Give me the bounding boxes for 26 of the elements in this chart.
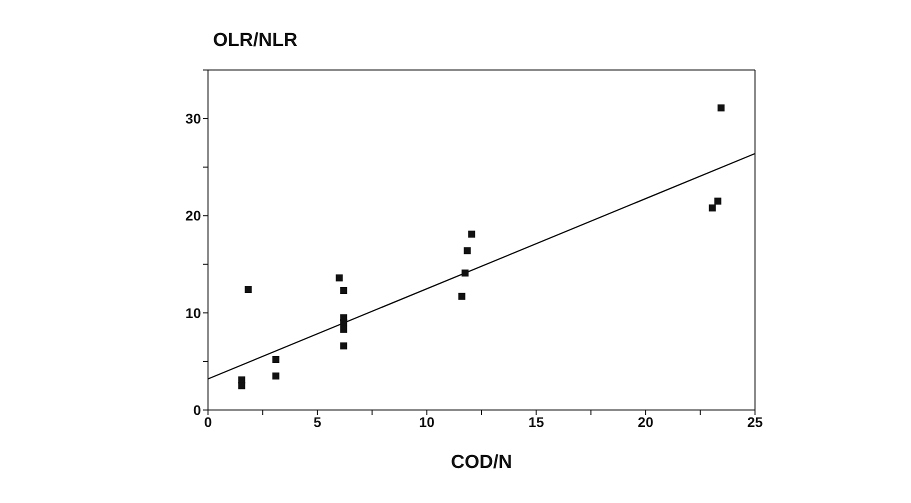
point [458,292,466,300]
point [714,198,722,205]
y-tick-label: 30 [185,110,202,127]
point [238,382,246,390]
x-axis-title: COD/N [450,452,512,473]
x-tick-label: 0 [204,414,212,430]
point [340,326,348,333]
x-tick-label: 25 [747,414,763,430]
point [272,372,280,380]
x-tick-label: 20 [638,414,654,430]
y-axis-title: OLR/NLR [213,30,298,52]
y-tick-label: 0 [193,402,202,418]
point [340,342,348,350]
point [336,274,343,282]
point [718,104,725,112]
x-tick-label: 10 [419,414,435,430]
x-tick-label: 15 [528,414,544,430]
y-tick-label: 10 [185,304,202,321]
x-tick-label: 5 [314,414,322,430]
point [464,247,471,254]
y-tick-label: 20 [185,208,202,224]
point [272,356,280,363]
point [340,287,348,294]
point [708,204,716,212]
point [468,230,476,238]
point [244,286,252,294]
